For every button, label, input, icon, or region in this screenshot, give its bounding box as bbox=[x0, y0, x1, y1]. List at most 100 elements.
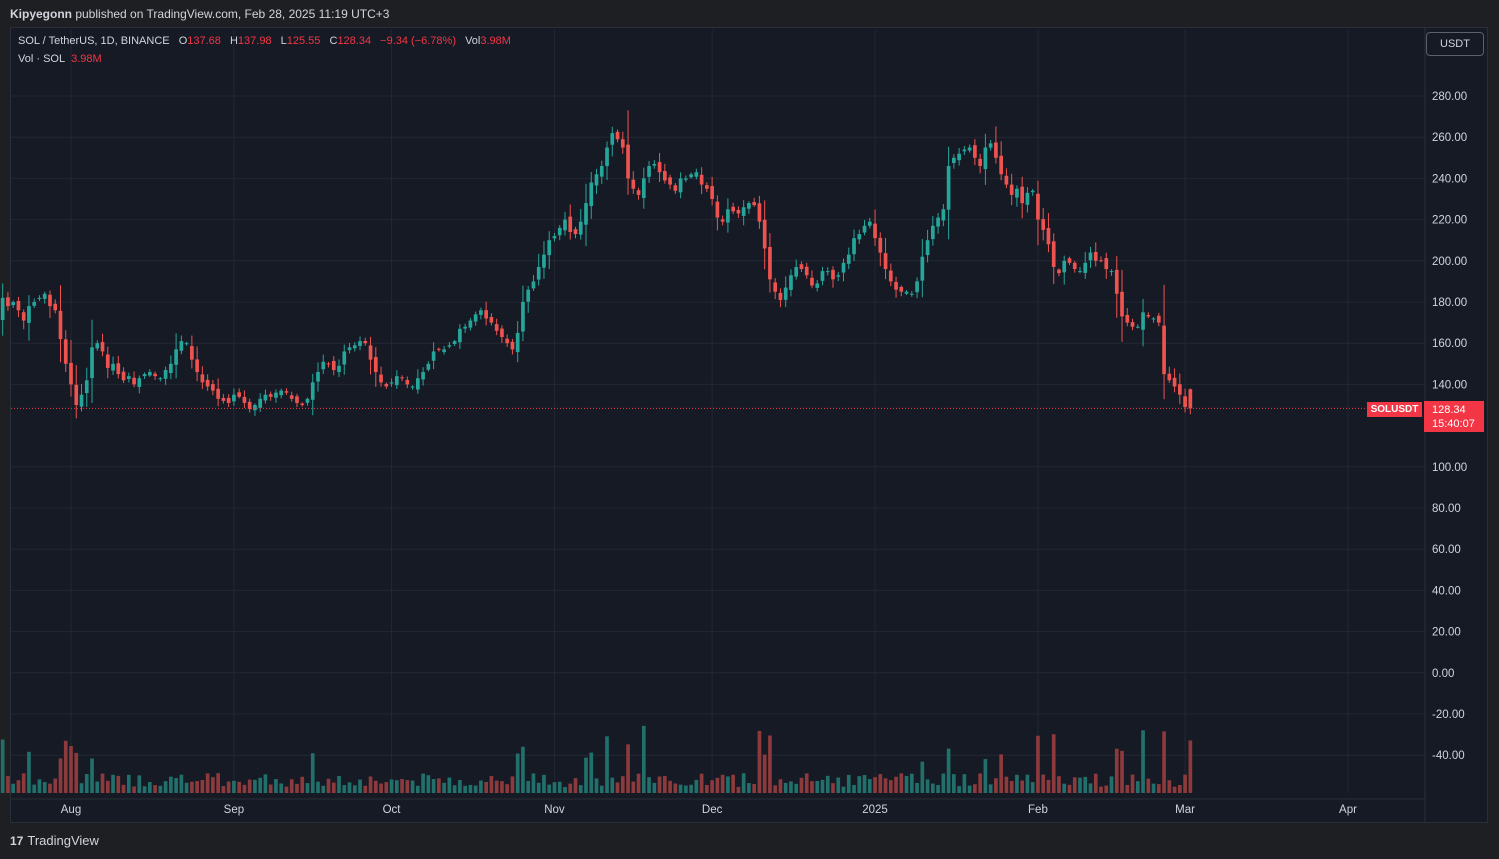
candle-body bbox=[484, 310, 488, 319]
volume-bar bbox=[205, 773, 210, 793]
candle-body bbox=[873, 223, 877, 239]
y-tick-label: 20.00 bbox=[1432, 627, 1461, 639]
volume-bar bbox=[510, 776, 515, 793]
volume-bar bbox=[321, 785, 326, 793]
candle-body bbox=[626, 144, 630, 179]
candle-body bbox=[295, 396, 299, 403]
currency-button[interactable]: USDT bbox=[1426, 32, 1484, 56]
bar-countdown: 15:40:07 bbox=[1432, 418, 1475, 430]
volume-bar bbox=[857, 776, 862, 793]
legend-close: 128.34 bbox=[337, 35, 372, 47]
candle-body bbox=[431, 351, 436, 361]
volume-bar bbox=[794, 783, 799, 793]
volume-bar bbox=[825, 775, 830, 793]
volume-bar bbox=[211, 777, 215, 793]
candle-body bbox=[69, 362, 73, 385]
volume-bar bbox=[11, 783, 16, 793]
y-tick-label: 60.00 bbox=[1432, 544, 1461, 556]
volume-bar bbox=[500, 781, 504, 793]
candle-body bbox=[857, 234, 862, 240]
volume-bar bbox=[147, 782, 152, 793]
candle-body bbox=[1162, 325, 1166, 375]
candle-body bbox=[962, 149, 967, 152]
candle-body bbox=[573, 229, 578, 235]
volume-bar bbox=[1130, 774, 1135, 793]
candle-body bbox=[105, 354, 110, 368]
candle-body bbox=[247, 401, 252, 410]
volume-bar bbox=[473, 785, 478, 793]
candle-body bbox=[1041, 219, 1046, 230]
candle-body bbox=[1072, 262, 1077, 270]
x-tick-label: 2025 bbox=[862, 804, 888, 816]
volume-bar bbox=[232, 780, 236, 793]
candle-body bbox=[678, 178, 683, 193]
volume-bar bbox=[389, 779, 394, 793]
candle-body bbox=[1020, 186, 1025, 204]
volume-bar bbox=[121, 784, 126, 793]
candle-body bbox=[925, 240, 930, 256]
candle-body bbox=[347, 347, 352, 351]
candle-body bbox=[515, 332, 520, 353]
candle-body bbox=[768, 247, 772, 280]
volume-bar bbox=[274, 779, 278, 793]
candle-body bbox=[100, 342, 105, 352]
volume-bar bbox=[778, 779, 783, 793]
candle-body bbox=[888, 270, 893, 282]
symbol-price-tag: SOLUSDT bbox=[1367, 402, 1422, 417]
candle-body bbox=[568, 216, 573, 232]
candle-body bbox=[331, 360, 336, 370]
y-tick-label: 280.00 bbox=[1432, 91, 1467, 103]
volume-bar bbox=[237, 781, 242, 793]
volume-bar bbox=[95, 781, 100, 793]
volume-bar bbox=[447, 777, 452, 793]
volume-bar bbox=[16, 780, 21, 793]
last-price-value: 128.34 bbox=[1432, 404, 1466, 416]
candle-body bbox=[200, 374, 205, 383]
volume-bar bbox=[184, 782, 189, 793]
footer-brand[interactable]: 17 TradingView bbox=[10, 833, 99, 848]
candle-body bbox=[804, 266, 809, 276]
volume-bar bbox=[747, 783, 751, 793]
volume-bar bbox=[342, 785, 347, 793]
candle-body bbox=[594, 174, 599, 186]
y-tick-label: 260.00 bbox=[1432, 132, 1467, 144]
volume-bar bbox=[1125, 784, 1130, 793]
candle-body bbox=[1015, 188, 1019, 198]
y-tick-label: 240.00 bbox=[1432, 173, 1467, 185]
candle-body bbox=[762, 219, 767, 249]
volume-bar bbox=[983, 759, 988, 793]
volume-bar bbox=[1078, 777, 1082, 793]
volume-bar bbox=[48, 783, 52, 793]
candle-body bbox=[37, 297, 42, 299]
volume-bar bbox=[673, 783, 678, 793]
volume-bar bbox=[458, 780, 462, 793]
x-tick-label: Aug bbox=[61, 804, 81, 816]
candle-body bbox=[799, 264, 804, 270]
volume-bar bbox=[1072, 777, 1077, 793]
candle-body bbox=[578, 221, 583, 235]
publish-info: published on TradingView.com, Feb 28, 20… bbox=[72, 7, 390, 21]
y-tick-label: 160.00 bbox=[1432, 338, 1467, 350]
candle-body bbox=[1036, 193, 1040, 220]
volume-bar bbox=[531, 773, 536, 793]
volume-bar bbox=[1057, 776, 1061, 793]
volume-bar bbox=[337, 775, 341, 793]
volume-bar bbox=[373, 780, 378, 793]
volume-bar bbox=[310, 753, 315, 793]
candle-body bbox=[584, 203, 588, 225]
candle-body bbox=[510, 341, 515, 350]
volume-bar bbox=[820, 779, 825, 793]
volume-bar bbox=[226, 781, 231, 793]
volume-bar bbox=[416, 785, 420, 793]
volume-bar bbox=[100, 773, 105, 793]
volume-bar bbox=[263, 774, 268, 793]
chart-frame[interactable] bbox=[10, 27, 1488, 823]
volume-bar bbox=[804, 773, 809, 793]
candle-body bbox=[48, 294, 52, 307]
volume-bar bbox=[647, 777, 651, 793]
candle-body bbox=[121, 371, 126, 381]
candle-body bbox=[1062, 260, 1067, 273]
candle-body bbox=[316, 372, 320, 382]
volume-bar bbox=[994, 778, 998, 793]
